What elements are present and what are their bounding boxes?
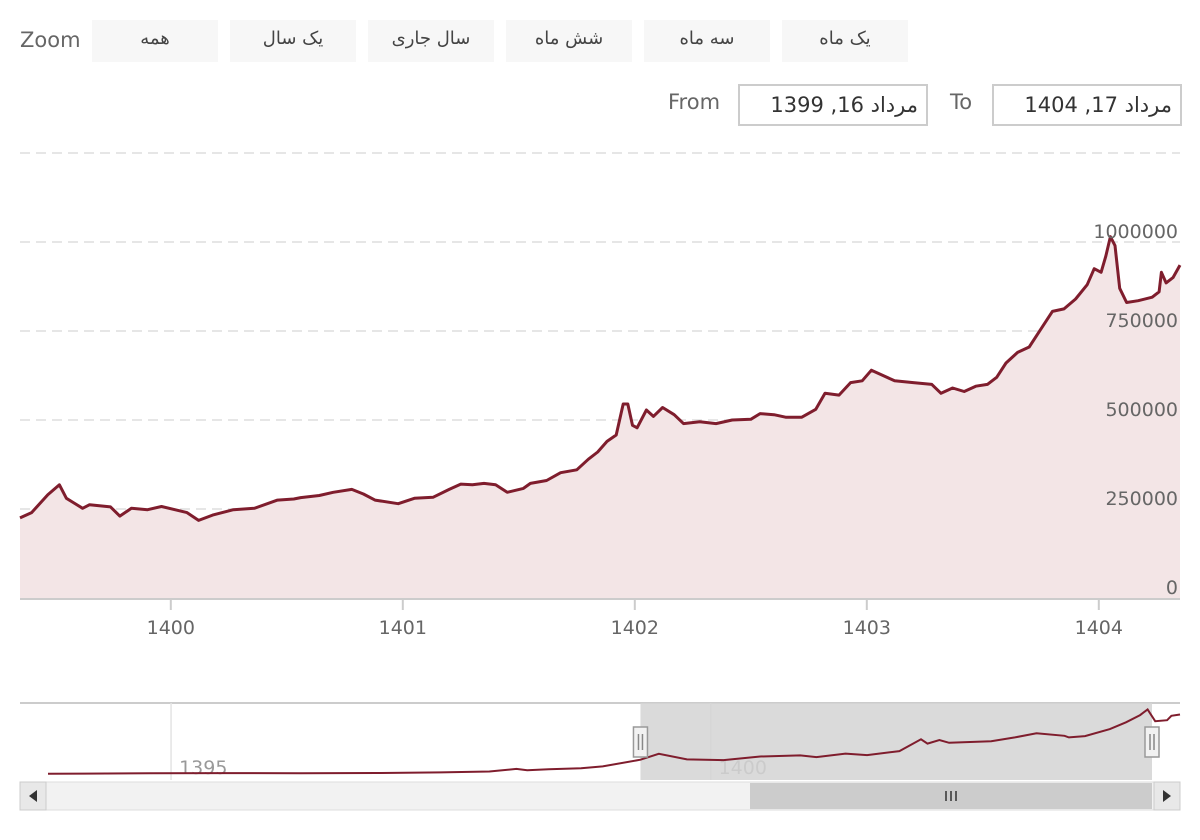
scroll-right-button-bg: [1153, 781, 1181, 811]
series-line: [19, 235, 1182, 522]
scrollbar[interactable]: [19, 781, 1181, 811]
handle-body: [1144, 726, 1160, 758]
series-area: [19, 235, 1182, 598]
x-axis: 1400 1401 1402 1403 1404: [147, 598, 1123, 639]
y-tick-label: 500000: [1105, 399, 1178, 421]
navigator-tick-label: 1395: [179, 757, 227, 779]
x-tick-label: 1400: [147, 617, 195, 639]
x-tick-label: 1404: [1075, 617, 1123, 639]
x-tick-label: 1402: [611, 617, 659, 639]
navigator-handle-right[interactable]: [1144, 726, 1160, 758]
navigator-selected-range: [640, 703, 1152, 780]
to-date-input[interactable]: مرداد 17, 1404: [992, 84, 1182, 126]
range-button-all[interactable]: همه: [92, 20, 218, 62]
range-button-six-months[interactable]: شش ماه: [506, 20, 632, 62]
navigator-line: [47, 707, 1181, 775]
range-button-three-months[interactable]: سه ماه: [644, 20, 770, 62]
scrollbar-thumb[interactable]: [750, 783, 1152, 809]
navigator[interactable]: 13951400: [20, 702, 1181, 780]
range-button-one-month[interactable]: یک ماه: [782, 20, 908, 62]
y-tick-label: 250000: [1105, 488, 1178, 510]
to-label: To: [950, 90, 973, 114]
navigator-handle-left[interactable]: [632, 726, 649, 758]
y-axis-ticks: 0 250000 500000 750000 1000000: [1093, 221, 1178, 599]
chevron-right-icon: [1163, 790, 1171, 802]
x-tick-label: 1403: [843, 617, 891, 639]
chevron-left-icon: [29, 790, 37, 802]
scroll-right-button[interactable]: [1153, 781, 1181, 811]
series-fill: [20, 236, 1180, 598]
y-tick-label: 0: [1166, 577, 1178, 599]
x-tick-label: 1401: [379, 617, 427, 639]
from-date-input[interactable]: مرداد 16, 1399: [738, 84, 928, 126]
y-tick-label: 750000: [1105, 310, 1178, 332]
scroll-left-button[interactable]: [19, 781, 47, 811]
from-label: From: [668, 90, 721, 114]
handle-body: [632, 726, 649, 758]
y-tick-label: 1000000: [1093, 221, 1178, 243]
zoom-label: Zoom: [20, 28, 81, 52]
range-button-current-year[interactable]: سال جاری: [368, 20, 494, 62]
range-button-one-year[interactable]: یک سال: [230, 20, 356, 62]
